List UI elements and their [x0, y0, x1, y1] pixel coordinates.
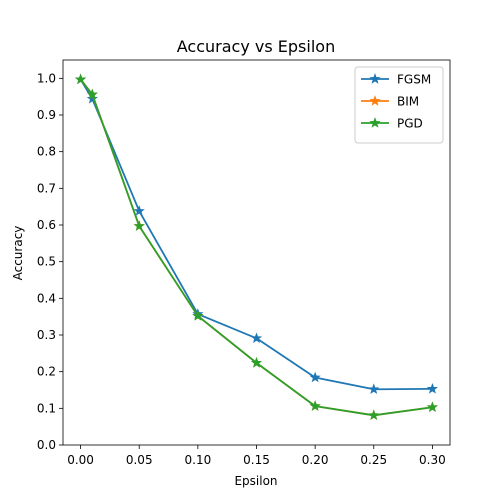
y-tick-label: 0.8 — [37, 145, 56, 159]
plot-frame — [62, 59, 451, 446]
data-point — [86, 88, 98, 100]
chart-title: Accuracy vs Epsilon — [177, 37, 335, 56]
y-tick-label: 0.6 — [37, 218, 56, 232]
legend-marker — [369, 73, 381, 84]
data-point — [250, 332, 263, 344]
data-point — [368, 409, 380, 421]
data-point — [368, 383, 380, 395]
data-point — [192, 310, 204, 321]
x-tick-label: 0.30 — [419, 453, 446, 467]
y-tick-label: 0.4 — [37, 291, 56, 305]
data-point — [133, 220, 145, 231]
data-point — [426, 383, 438, 394]
y-tick-label: 0.2 — [37, 365, 56, 379]
legend-marker — [369, 117, 381, 128]
series-line — [79, 78, 433, 417]
data-point — [309, 371, 321, 383]
y-axis: 0.0 0.1 0.2 0.3 0.4 0.5 0.6 0.7 0.8 0.9 1.0 — [37, 71, 63, 452]
legend-marker — [369, 95, 381, 106]
x-tick-label: 0.00 — [67, 453, 94, 467]
series-layer — [75, 73, 438, 421]
y-tick-label: 0.0 — [37, 438, 56, 452]
x-tick-label: 0.10 — [185, 453, 212, 467]
data-point — [309, 400, 321, 411]
x-tick-label: 0.05 — [126, 453, 153, 467]
y-tick-label: 0.3 — [37, 328, 56, 342]
y-tick-label: 0.5 — [37, 255, 56, 269]
y-tick-label: 0.9 — [37, 108, 56, 122]
legend-item: PGD — [361, 117, 423, 131]
y-tick-label: 1.0 — [37, 71, 56, 85]
legend-item: FGSM — [361, 73, 431, 87]
y-axis-label: Accuracy — [11, 226, 25, 281]
legend-label: FGSM — [397, 73, 431, 87]
x-tick-label: 0.25 — [360, 453, 387, 467]
data-point — [250, 357, 263, 368]
legend-item: BIM — [361, 95, 419, 109]
legend-label: BIM — [397, 95, 419, 109]
legend: FGSM BIM PGD — [354, 66, 444, 144]
x-axis-label: Epsilon — [234, 474, 277, 488]
legend-label: PGD — [397, 117, 423, 131]
data-point — [426, 401, 438, 412]
y-tick-label: 0.7 — [37, 181, 56, 195]
y-tick-label: 0.1 — [37, 401, 56, 415]
data-point — [133, 205, 145, 216]
data-point — [75, 73, 87, 85]
data-point — [86, 93, 98, 104]
x-tick-label: 0.15 — [243, 453, 270, 467]
series-pgd — [75, 73, 438, 421]
x-axis: 0.00 0.05 0.10 0.15 0.20 0.25 0.30 — [67, 445, 446, 467]
x-tick-label: 0.20 — [302, 453, 329, 467]
